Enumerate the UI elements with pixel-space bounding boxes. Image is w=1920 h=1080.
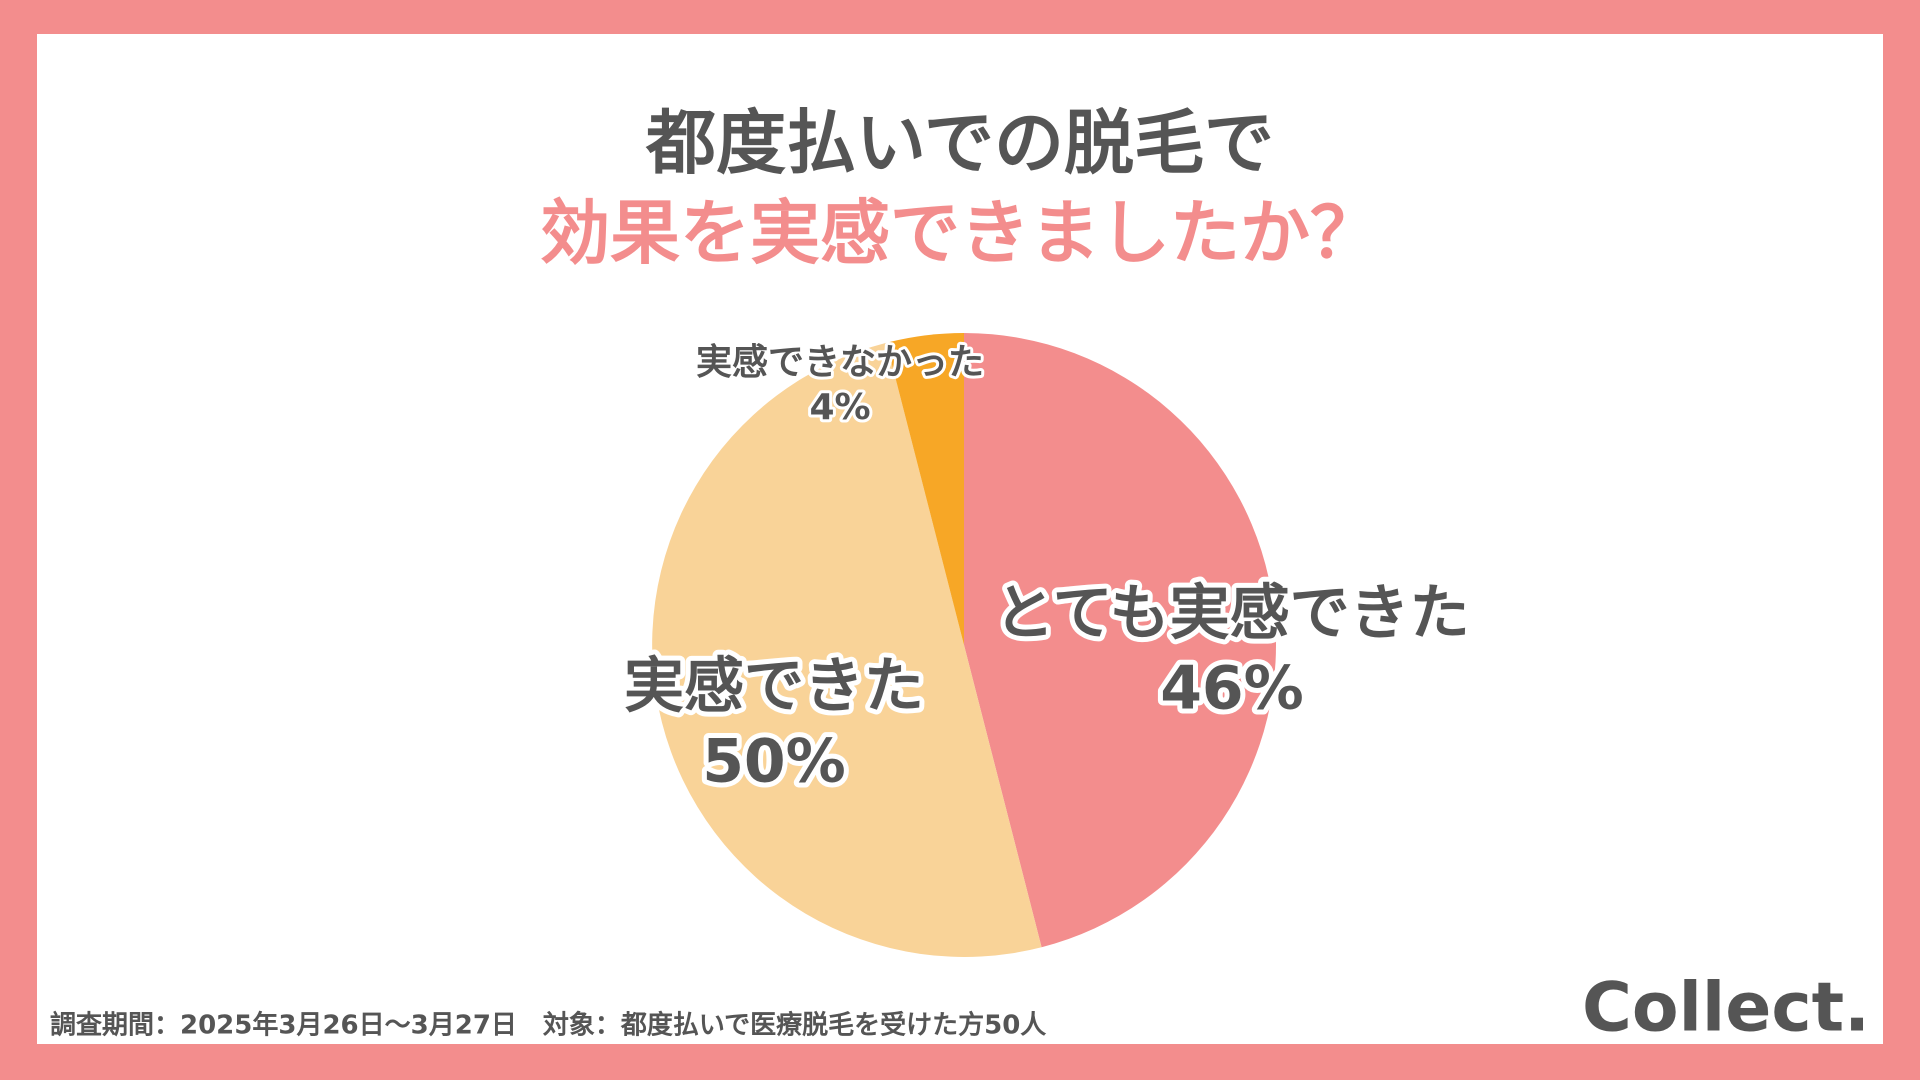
logo: Collect. <box>1582 969 1870 1048</box>
slice-value-label: 50% <box>702 727 846 797</box>
slice-category-label: とても実感できた <box>994 579 1469 649</box>
chart-title: 都度払いでの脱毛で <box>645 102 1274 184</box>
footnote: 調査期間：2025年3月26日～3月27日 対象：都度払いで医療脱毛を受けた方5… <box>50 1010 1046 1041</box>
slice-value-label: 46% <box>1160 654 1304 724</box>
slice-category-label: 実感できなかった <box>696 342 984 383</box>
slice-value-label: 4% <box>809 387 870 428</box>
pie-slice <box>652 342 1042 957</box>
pie-slice <box>964 333 1276 948</box>
slice-category-label: 実感できた <box>624 652 924 722</box>
pie <box>652 333 1276 957</box>
pie-slice <box>886 333 964 645</box>
chart-subtitle: 効果を実感できましたか？ <box>540 192 1380 274</box>
